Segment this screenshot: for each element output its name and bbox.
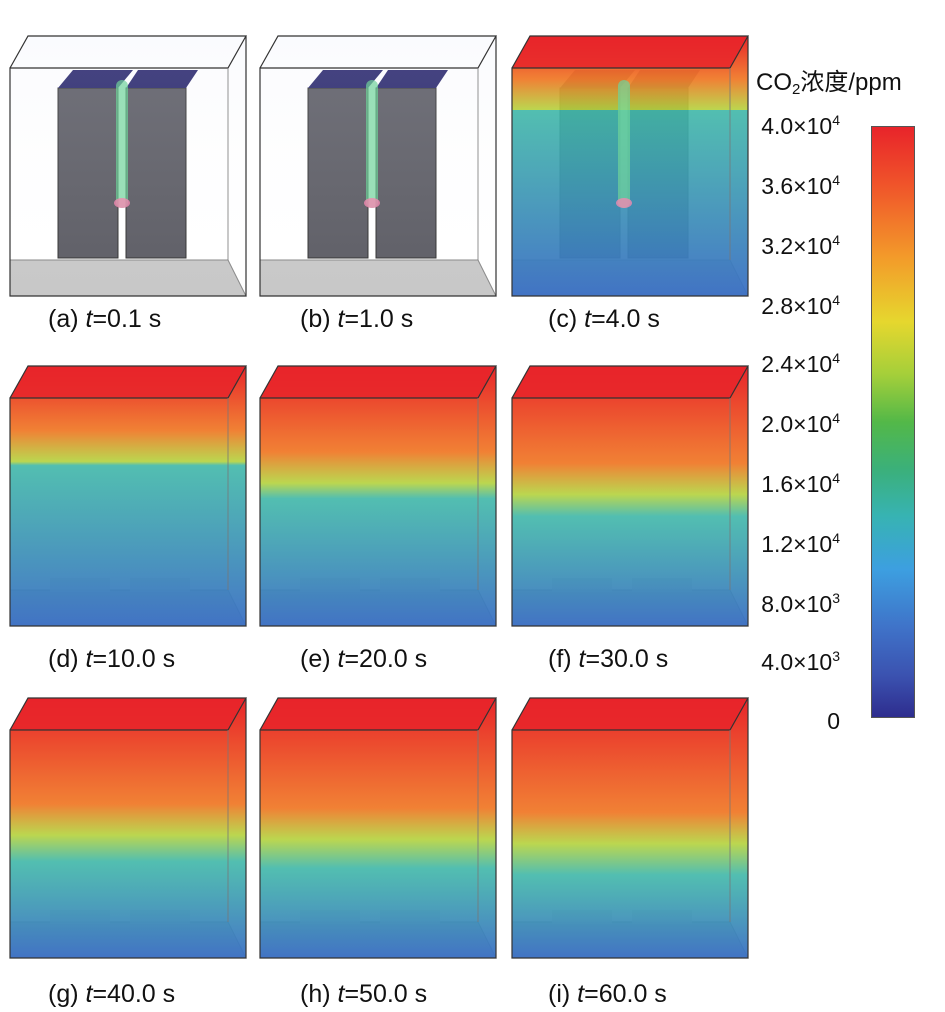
panel-label: (f)	[548, 645, 579, 673]
time-variable: t	[85, 645, 93, 673]
panel-label: (h)	[300, 980, 338, 1008]
room-box-render	[511, 365, 750, 627]
panel-caption: (g) t=40.0 s	[48, 980, 175, 1009]
time-value: =50.0 s	[344, 980, 428, 1008]
time-value: =30.0 s	[585, 645, 669, 673]
time-variable: t	[337, 305, 345, 333]
legend-title: CO2浓度/ppm	[756, 69, 902, 98]
room-box-render	[259, 35, 498, 297]
time-value: =60.0 s	[584, 980, 667, 1008]
room-box-render	[9, 35, 248, 297]
panel-label: (b)	[300, 305, 338, 333]
panel-label: (g)	[48, 980, 86, 1008]
simulation-panel	[8, 690, 248, 962]
co2-concentration-field	[260, 366, 496, 626]
room-box-outline	[259, 365, 498, 627]
co2-plume	[366, 80, 378, 208]
simulation-panel	[258, 690, 498, 962]
panel-caption: (d) t=10.0 s	[48, 645, 175, 674]
panel-label: (i)	[548, 980, 578, 1008]
co2-plume	[116, 80, 128, 208]
time-variable: t	[337, 980, 345, 1008]
panel-caption: (h) t=50.0 s	[300, 980, 427, 1009]
time-value: =40.0 s	[92, 980, 176, 1008]
panel-caption: (b) t=1.0 s	[300, 305, 413, 334]
colorbar-tick-label: 3.6×104	[761, 172, 840, 199]
co2-top-layer	[260, 698, 496, 730]
room-box-outline	[9, 365, 248, 627]
colorbar-tick-label: 4.0×103	[761, 648, 840, 675]
panel-label: (d)	[48, 645, 86, 673]
panel-caption: (a) t=0.1 s	[48, 305, 161, 334]
colorbar-tick-label: 2.4×104	[761, 350, 840, 377]
time-value: =4.0 s	[591, 305, 660, 333]
colorbar-tick-label: 2.8×104	[761, 292, 840, 319]
co2-leak-source	[114, 198, 130, 208]
colorbar-tick-label: 1.6×104	[761, 470, 840, 497]
room-box-outline	[511, 697, 750, 959]
co2-top-layer	[512, 36, 748, 68]
panel-caption: (i) t=60.0 s	[548, 980, 667, 1009]
colorbar-tick-label: 3.2×104	[761, 232, 840, 259]
time-value: =10.0 s	[92, 645, 176, 673]
co2-top-layer	[260, 366, 496, 398]
room-box-outline	[259, 35, 498, 297]
colorbar-tick-label: 1.2×104	[761, 530, 840, 557]
room-box-outline	[259, 697, 498, 959]
co2-top-layer	[10, 698, 246, 730]
co2-plume	[618, 80, 630, 208]
colorbar-tick-label: 4.0×104	[761, 112, 840, 139]
co2-top-layer	[512, 366, 748, 398]
panel-label: (c)	[548, 305, 585, 333]
simulation-panel	[8, 358, 248, 630]
co2-top-layer	[512, 698, 748, 730]
time-value: =1.0 s	[344, 305, 414, 333]
colorbar-tick-label: 0	[827, 708, 840, 734]
room-box-outline	[511, 35, 750, 297]
co2-concentration-field	[10, 366, 246, 626]
time-variable: t	[337, 645, 345, 673]
simulation-panel	[258, 28, 498, 300]
room-box-render	[9, 697, 248, 959]
co2-leak-source	[616, 198, 632, 208]
colorbar-tick-label: 2.0×104	[761, 410, 840, 437]
co2-concentration-field	[512, 698, 748, 958]
co2-concentration-field	[260, 698, 496, 958]
room-box-render	[511, 697, 750, 959]
co2-leak-source	[364, 198, 380, 208]
simulation-panel	[510, 690, 750, 962]
time-variable: t	[578, 645, 586, 673]
panel-caption: (e) t=20.0 s	[300, 645, 427, 674]
room-box-render	[259, 365, 498, 627]
co2-top-layer	[10, 366, 246, 398]
panel-label: (a)	[48, 305, 86, 333]
room-box-outline	[511, 365, 750, 627]
colorbar-tick-label: 8.0×103	[761, 590, 840, 617]
time-variable: t	[85, 980, 93, 1008]
room-box-render	[9, 365, 248, 627]
time-value: =20.0 s	[344, 645, 428, 673]
room-box-outline	[9, 697, 248, 959]
simulation-panel	[510, 28, 750, 300]
room-box-outline	[9, 35, 248, 297]
time-variable: t	[85, 305, 93, 333]
colorbar	[871, 126, 915, 718]
co2-concentration-field	[10, 698, 246, 958]
simulation-panel	[8, 28, 248, 300]
panel-label: (e)	[300, 645, 338, 673]
panel-caption: (c) t=4.0 s	[548, 305, 660, 334]
room-box-render	[511, 35, 750, 297]
simulation-panel	[258, 358, 498, 630]
time-variable: t	[584, 305, 592, 333]
room-box-render	[259, 697, 498, 959]
time-variable: t	[577, 980, 585, 1008]
panel-caption: (f) t=30.0 s	[548, 645, 668, 674]
simulation-panel	[510, 358, 750, 630]
time-value: =0.1 s	[92, 305, 162, 333]
co2-concentration-field	[512, 366, 748, 626]
